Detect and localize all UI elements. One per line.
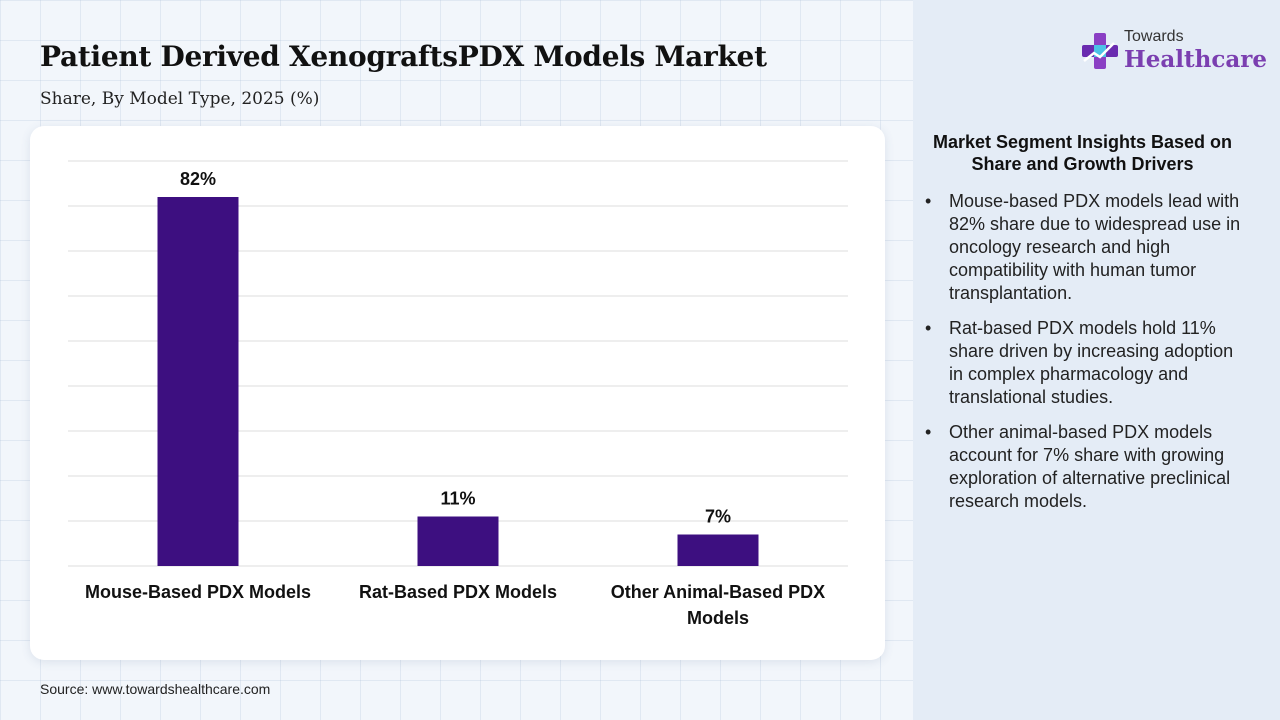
page-title: Patient Derived XenograftsPDX Models Mar… [40,40,767,73]
bar-chart: 82% Mouse-Based PDX Models 11% Rat-Based PD… [68,160,848,628]
insight-text: Mouse-based PDX models lead with 82% sha… [949,191,1241,303]
bullet-icon: • [925,318,932,338]
insight-text: Rat-based PDX models hold 11% share driv… [949,318,1234,407]
insights-panel-background [913,0,1280,720]
bullet-icon: • [925,422,932,442]
data-label-2: 7% [705,507,731,527]
bar-1 [417,516,499,566]
data-label-1: 11% [440,489,475,509]
brand-logo: Towards Healthcare [1080,28,1267,78]
insight-item: • Rat-based PDX models hold 11% share dri… [925,317,1245,409]
insight-text: Other animal-based PDX models account fo… [949,422,1231,511]
medical-cross-icon [1082,33,1118,69]
logo-top-text: Towards [1124,28,1184,45]
bar-2 [677,534,759,566]
insights-list: • Mouse-based PDX models lead with 82% sh… [925,190,1245,525]
page-subtitle: Share, By Model Type, 2025 (%) [40,89,320,109]
category-label-0: Mouse-Based PDX Models [85,582,311,602]
insight-item: • Other animal-based PDX models account f… [925,421,1245,513]
data-label-0: 82% [180,169,216,189]
insights-title: Market Segment Insights Based on Share a… [932,132,1233,174]
insight-item: • Mouse-based PDX models lead with 82% sh… [925,190,1245,305]
bar-0 [157,197,239,566]
category-label-1: Rat-Based PDX Models [359,582,557,602]
source-note: Source: www.towardshealthcare.com [40,681,271,697]
category-label-2: Other Animal-Based PDX Models [611,582,825,628]
chart-card: 82% Mouse-Based PDX Models 11% Rat-Based PD… [30,126,885,660]
logo-main-text: Healthcare [1124,46,1268,73]
bullet-icon: • [925,191,932,211]
